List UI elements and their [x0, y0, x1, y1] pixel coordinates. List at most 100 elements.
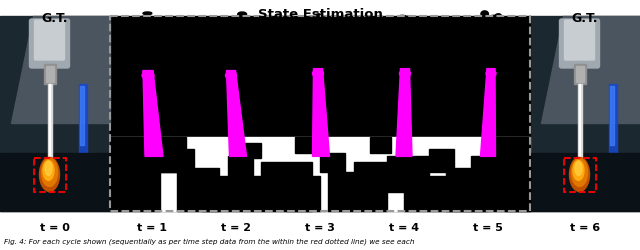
Ellipse shape [404, 59, 410, 63]
Ellipse shape [136, 55, 145, 60]
Ellipse shape [305, 25, 314, 30]
Ellipse shape [230, 25, 234, 28]
Ellipse shape [326, 29, 330, 35]
Ellipse shape [406, 40, 410, 45]
Ellipse shape [575, 162, 582, 176]
Ellipse shape [404, 43, 414, 48]
Polygon shape [396, 69, 412, 157]
Ellipse shape [224, 50, 228, 57]
Ellipse shape [486, 70, 496, 78]
Bar [49, 85, 51, 192]
Ellipse shape [229, 21, 234, 28]
Ellipse shape [140, 51, 150, 55]
Bar [387, 157, 429, 192]
Ellipse shape [228, 33, 234, 35]
Ellipse shape [479, 28, 485, 32]
Ellipse shape [482, 59, 488, 64]
Ellipse shape [234, 40, 238, 44]
Ellipse shape [138, 24, 144, 30]
Ellipse shape [220, 51, 229, 56]
Ellipse shape [147, 50, 152, 54]
Ellipse shape [233, 58, 238, 61]
Ellipse shape [310, 40, 317, 47]
Ellipse shape [481, 36, 487, 42]
Ellipse shape [143, 13, 152, 16]
Ellipse shape [484, 42, 488, 47]
Ellipse shape [403, 26, 411, 31]
Bar [228, 157, 253, 176]
Ellipse shape [402, 42, 407, 48]
Ellipse shape [142, 23, 148, 28]
Ellipse shape [393, 53, 399, 56]
Ellipse shape [408, 32, 415, 36]
Text: t = 6: t = 6 [570, 222, 600, 232]
Ellipse shape [399, 54, 407, 60]
Ellipse shape [230, 45, 233, 49]
Ellipse shape [40, 158, 60, 192]
Bar [110, 137, 530, 211]
Ellipse shape [484, 44, 489, 50]
Ellipse shape [316, 34, 322, 37]
Ellipse shape [487, 54, 494, 59]
Ellipse shape [230, 55, 237, 61]
Polygon shape [481, 69, 495, 157]
Ellipse shape [231, 54, 237, 60]
Text: Fig. 4: For each cycle shown (sequentially as per time step data from the within: Fig. 4: For each cycle shown (sequential… [4, 237, 415, 244]
Bar [0, 17, 110, 211]
Ellipse shape [481, 43, 488, 47]
Ellipse shape [141, 17, 148, 19]
Ellipse shape [224, 19, 228, 24]
Polygon shape [227, 71, 246, 157]
Ellipse shape [313, 49, 317, 54]
Ellipse shape [484, 42, 492, 46]
Ellipse shape [317, 53, 324, 59]
Ellipse shape [238, 40, 242, 46]
Bar [404, 176, 471, 211]
Ellipse shape [221, 52, 228, 54]
Ellipse shape [229, 18, 237, 23]
Ellipse shape [226, 20, 235, 23]
Ellipse shape [403, 34, 410, 40]
Bar [47, 85, 51, 192]
Bar [80, 87, 84, 145]
Ellipse shape [228, 41, 238, 43]
Ellipse shape [404, 45, 410, 50]
Text: t = 2: t = 2 [221, 222, 251, 232]
Ellipse shape [403, 52, 408, 59]
Bar [45, 67, 54, 83]
Ellipse shape [143, 48, 150, 51]
Ellipse shape [231, 20, 237, 26]
Polygon shape [541, 17, 640, 124]
Ellipse shape [310, 47, 314, 51]
Ellipse shape [319, 39, 324, 46]
Ellipse shape [392, 26, 399, 29]
Bar [110, 17, 530, 211]
Ellipse shape [45, 162, 52, 176]
Ellipse shape [406, 20, 410, 27]
Ellipse shape [316, 46, 321, 50]
Ellipse shape [226, 35, 230, 38]
Ellipse shape [394, 58, 404, 64]
Bar [44, 65, 56, 85]
Ellipse shape [154, 24, 159, 28]
FancyBboxPatch shape [29, 20, 70, 69]
Polygon shape [401, 69, 410, 77]
Ellipse shape [150, 38, 161, 43]
Bar [261, 162, 312, 211]
Ellipse shape [140, 53, 143, 56]
Ellipse shape [237, 48, 242, 53]
Ellipse shape [401, 35, 406, 39]
Ellipse shape [315, 54, 323, 57]
Ellipse shape [573, 161, 584, 181]
Ellipse shape [410, 20, 417, 26]
Ellipse shape [486, 58, 490, 60]
Ellipse shape [138, 52, 148, 56]
Ellipse shape [492, 20, 500, 26]
Ellipse shape [316, 24, 325, 30]
Bar [110, 157, 161, 211]
Ellipse shape [399, 70, 410, 78]
Text: State Estimation: State Estimation [257, 8, 383, 21]
FancyBboxPatch shape [35, 21, 65, 61]
Ellipse shape [317, 33, 323, 38]
Polygon shape [227, 71, 236, 79]
